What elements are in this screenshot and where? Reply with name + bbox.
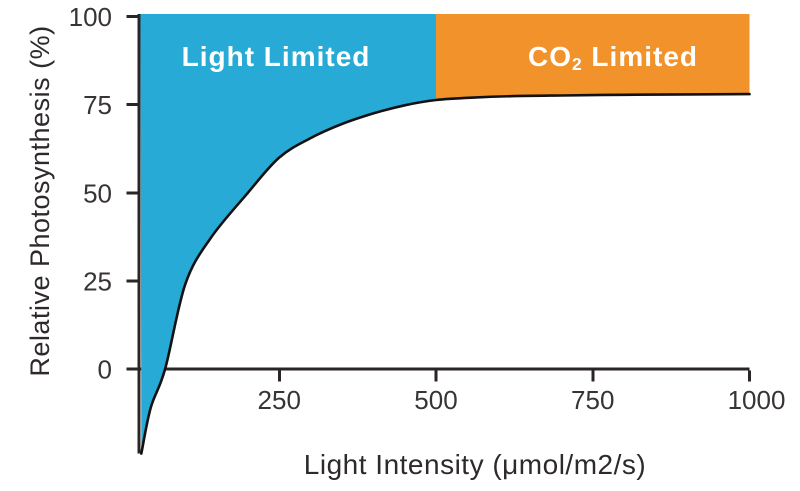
y-axis-title: Relative Photosynthesis (%) [25,25,55,377]
region-label-light-limited-text: Light Limited [181,41,371,72]
x-tick-label: 250 [258,385,301,415]
x-tick-label: 1000 [728,385,786,415]
region-label-light-limited: Light Limited [182,41,371,73]
y-tick-label: 100 [69,2,112,32]
photosynthesis-curve [140,92,751,455]
y-tick-label: 75 [83,90,112,120]
region-label-co2-suffix: Limited [582,41,698,72]
region-label-co2-subscript: 2 [572,53,583,74]
y-tick-label: 50 [83,178,112,208]
region-label-co2-limited: CO2 Limited [528,41,698,74]
x-tick-label: 750 [571,385,614,415]
region-fill-light-limited [140,14,436,454]
x-tick-label: 500 [414,385,457,415]
y-tick-label: 0 [98,355,112,385]
y-tick-label: 25 [83,266,112,296]
x-axis-title: Light Intensity (μmol/m2/s) [303,449,647,480]
region-fill-co2-limited [436,14,750,100]
region-label-co2-prefix: CO [528,41,572,72]
